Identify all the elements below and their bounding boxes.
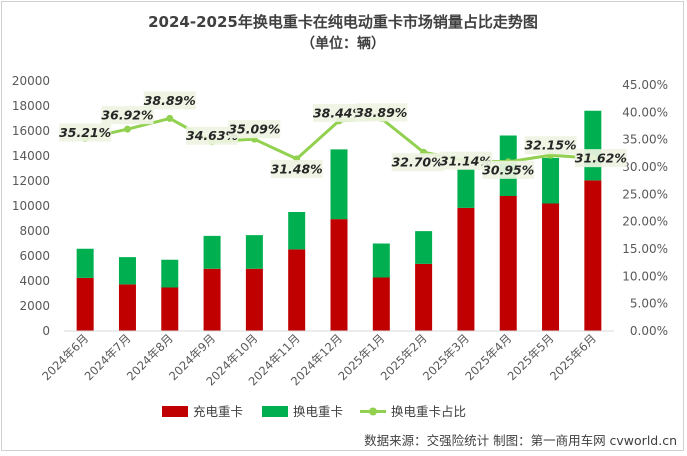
y-left-tick-label: 16000 bbox=[12, 124, 50, 138]
y-right-tick-label: 5.00% bbox=[630, 297, 668, 311]
bar-charging bbox=[76, 277, 94, 331]
bar-charging bbox=[288, 249, 306, 331]
y-right-tick-label: 25.00% bbox=[622, 187, 668, 201]
legend-label-swapping: 换电重卡 bbox=[293, 404, 343, 419]
data-label-bg bbox=[391, 153, 444, 172]
legend-swatch-share-marker bbox=[369, 407, 377, 416]
data-label-bg bbox=[228, 120, 281, 139]
y-left-tick-label: 0 bbox=[42, 324, 50, 338]
legend: 充电重卡 换电重卡 换电重卡占比 bbox=[162, 404, 466, 419]
data-label: 34.63% bbox=[186, 128, 238, 143]
share-marker bbox=[166, 114, 174, 122]
bar-swapping bbox=[542, 157, 560, 204]
y-left-tick-label: 10000 bbox=[12, 199, 50, 213]
bar-swapping bbox=[415, 231, 433, 264]
y-right-tick-label: 10.00% bbox=[622, 269, 668, 283]
data-label-bg bbox=[143, 91, 196, 110]
legend-swatch-swapping bbox=[262, 406, 288, 417]
data-label-bg bbox=[524, 136, 577, 155]
legend-label-charging: 充电重卡 bbox=[193, 404, 243, 419]
bar-charging bbox=[499, 196, 517, 331]
y-left-tick-label: 20000 bbox=[12, 74, 50, 88]
y-axis-left: 0 2000 4000 6000 8000 10000 12000 14000 16000 180… bbox=[12, 74, 50, 338]
data-label: 30.95% bbox=[482, 162, 534, 177]
data-label-bg bbox=[355, 103, 408, 122]
y-left-tick-label: 4000 bbox=[19, 274, 50, 288]
chart-title: 2024-2025年换电重卡在纯电动重卡市场销量占比走势图 bbox=[148, 13, 538, 31]
share-marker bbox=[123, 125, 131, 133]
data-label: 31.14% bbox=[440, 153, 492, 168]
bar-swapping bbox=[288, 212, 306, 250]
bar-charging bbox=[118, 284, 136, 331]
bar-swapping bbox=[245, 235, 263, 269]
data-label-bg bbox=[101, 106, 154, 125]
y-left-tick-label: 2000 bbox=[19, 299, 50, 313]
data-label: 38.89% bbox=[355, 105, 407, 120]
bar-charging bbox=[457, 207, 475, 331]
y-left-tick-label: 18000 bbox=[12, 99, 50, 113]
legend-swatch-charging bbox=[162, 406, 188, 417]
data-labels: 35.21%36.92%38.89%34.63%35.09%31.48%38.4… bbox=[59, 91, 627, 179]
bar-swapping bbox=[330, 149, 348, 220]
data-label: 35.09% bbox=[228, 122, 280, 137]
data-label: 32.15% bbox=[524, 138, 576, 153]
bar-charging bbox=[330, 219, 348, 331]
x-axis: 2024年6月2024年7月2024年8月2024年9月2024年10月2024… bbox=[39, 330, 614, 388]
bar-swapping bbox=[161, 259, 179, 288]
data-label-bg bbox=[313, 103, 365, 122]
data-label: 31.48% bbox=[271, 161, 323, 176]
data-label: 38.89% bbox=[144, 93, 196, 108]
bar-charging bbox=[415, 263, 433, 331]
y-right-tick-label: 45.00% bbox=[622, 78, 668, 92]
bar-swapping bbox=[457, 169, 475, 208]
bars bbox=[76, 110, 602, 331]
data-label-bg bbox=[482, 160, 535, 179]
y-right-tick-label: 0.00% bbox=[630, 324, 668, 338]
bar-charging bbox=[161, 287, 179, 331]
y-left-tick-label: 8000 bbox=[19, 224, 50, 238]
data-label-bg bbox=[186, 126, 239, 145]
y-right-tick-label: 30.00% bbox=[622, 160, 668, 174]
data-label: 31.62% bbox=[575, 151, 627, 166]
x-tick-label: 2025年6月 bbox=[547, 331, 599, 383]
bar-swapping bbox=[372, 243, 390, 278]
source-note: 数据来源：交强险统计 制图：第一商用车网 cvworld.cn bbox=[364, 433, 677, 448]
data-label: 38.44% bbox=[313, 105, 365, 120]
bar-charging bbox=[584, 180, 602, 331]
y-right-tick-label: 35.00% bbox=[622, 133, 668, 147]
y-right-tick-label: 40.00% bbox=[622, 105, 668, 119]
y-right-tick-label: 20.00% bbox=[622, 215, 668, 229]
bar-swapping bbox=[76, 248, 94, 278]
bar-swapping bbox=[203, 235, 221, 269]
y-left-tick-label: 6000 bbox=[19, 249, 50, 263]
y-right-tick-label: 15.00% bbox=[622, 242, 668, 256]
bar-swapping bbox=[118, 257, 136, 285]
data-label: 35.21% bbox=[59, 125, 111, 140]
bar-charging bbox=[245, 268, 263, 331]
chart-subtitle: （单位：辆） bbox=[301, 35, 385, 52]
bar-charging bbox=[372, 277, 390, 331]
data-label: 32.70% bbox=[392, 155, 444, 170]
data-label: 36.92% bbox=[101, 108, 153, 123]
data-label-bg bbox=[574, 149, 627, 168]
bar-swapping bbox=[584, 110, 602, 181]
data-label-bg bbox=[270, 159, 323, 178]
legend-label-share: 换电重卡占比 bbox=[391, 404, 466, 419]
y-left-tick-label: 12000 bbox=[12, 174, 50, 188]
y-axis-right: 0.00% 5.00% 10.00% 15.00% 20.00% 25.00% 30.00%… bbox=[622, 78, 668, 338]
bar-charging bbox=[203, 268, 221, 331]
bar-charging bbox=[542, 203, 560, 331]
y-left-tick-label: 14000 bbox=[12, 149, 50, 163]
data-label-bg bbox=[439, 151, 492, 170]
data-label-bg bbox=[59, 123, 112, 142]
